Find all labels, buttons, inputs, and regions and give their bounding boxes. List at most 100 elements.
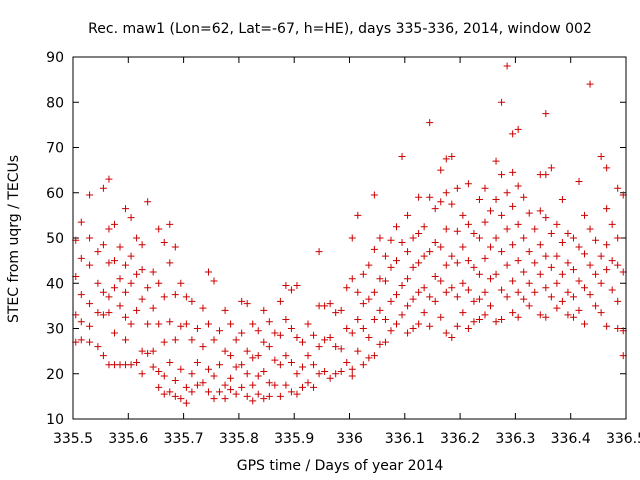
y-tick-label: 80	[46, 95, 64, 111]
data-point	[354, 315, 362, 323]
data-point	[127, 320, 135, 328]
data-point	[238, 329, 246, 337]
data-point	[553, 252, 561, 260]
data-point	[475, 196, 483, 204]
data-point	[381, 315, 389, 323]
data-point	[370, 245, 378, 253]
data-point	[227, 320, 235, 328]
data-point	[354, 288, 362, 296]
data-point	[470, 318, 478, 326]
data-point	[348, 365, 356, 373]
data-point	[193, 325, 201, 332]
data-point	[365, 334, 373, 342]
data-point	[160, 239, 168, 247]
data-point	[509, 241, 517, 249]
data-point	[387, 327, 395, 335]
data-point	[232, 336, 240, 344]
data-point	[122, 261, 130, 269]
data-point	[376, 234, 384, 242]
data-point	[442, 225, 450, 233]
data-point	[238, 297, 246, 305]
data-point	[381, 277, 389, 285]
data-point	[575, 306, 583, 314]
data-point	[365, 261, 373, 269]
data-point	[547, 164, 555, 172]
data-point	[569, 266, 577, 274]
y-tick-label: 20	[46, 367, 64, 383]
data-point	[86, 338, 94, 346]
data-point	[509, 130, 517, 138]
data-point	[498, 211, 506, 219]
data-point	[105, 309, 113, 317]
data-point	[475, 315, 483, 323]
data-point	[133, 306, 141, 314]
data-point	[221, 395, 229, 403]
data-point	[420, 223, 428, 231]
data-point	[166, 220, 174, 228]
data-point	[481, 184, 489, 192]
data-point	[393, 257, 401, 265]
data-point	[348, 329, 356, 337]
y-tick-label: 30	[46, 322, 64, 338]
data-point	[581, 250, 589, 258]
data-point	[387, 236, 395, 244]
data-point	[122, 288, 130, 296]
data-point	[520, 234, 528, 242]
data-point	[149, 347, 157, 355]
data-point	[271, 329, 279, 337]
data-point	[448, 153, 456, 161]
data-point	[227, 386, 235, 394]
x-tick-label: 336.1	[385, 431, 425, 447]
data-point	[586, 291, 594, 299]
chart-title: Rec. maw1 (Lon=62, Lat=-67, h=HE), days …	[88, 21, 592, 37]
data-point	[221, 306, 229, 314]
data-point	[442, 288, 450, 296]
data-point	[514, 182, 522, 190]
x-tick-label: 336	[336, 431, 363, 447]
data-point	[243, 300, 251, 308]
data-point	[498, 171, 506, 179]
data-point	[498, 98, 506, 106]
data-point	[310, 383, 318, 391]
data-point	[437, 277, 445, 285]
data-point	[86, 322, 94, 330]
data-point	[558, 196, 566, 204]
data-point	[393, 320, 401, 328]
data-point	[188, 370, 196, 378]
data-point	[365, 354, 373, 362]
data-point	[536, 311, 544, 319]
data-point	[249, 320, 257, 328]
data-point	[260, 395, 268, 403]
data-point	[166, 358, 174, 366]
data-point	[276, 392, 284, 400]
data-point	[282, 282, 290, 290]
data-point	[160, 338, 168, 346]
data-point	[105, 293, 113, 301]
data-point	[464, 220, 472, 228]
x-tick-label: 335.7	[164, 431, 204, 447]
data-point	[110, 220, 118, 228]
data-point	[442, 329, 450, 337]
data-point	[160, 293, 168, 301]
data-point	[276, 361, 284, 369]
data-point	[520, 295, 528, 303]
data-point	[287, 286, 295, 294]
data-point	[155, 279, 163, 287]
data-point	[492, 318, 500, 326]
data-point	[453, 259, 461, 267]
data-point	[77, 218, 85, 226]
data-point	[492, 234, 500, 242]
y-tick-label: 50	[46, 231, 64, 247]
data-point	[354, 211, 362, 219]
data-point	[431, 297, 439, 305]
data-point	[287, 325, 295, 332]
data-point	[370, 315, 378, 323]
data-point	[77, 291, 85, 299]
data-point	[171, 336, 179, 344]
data-point	[592, 270, 600, 278]
data-point	[470, 229, 478, 237]
data-point	[586, 261, 594, 269]
data-point	[503, 293, 511, 301]
data-point	[415, 288, 423, 296]
